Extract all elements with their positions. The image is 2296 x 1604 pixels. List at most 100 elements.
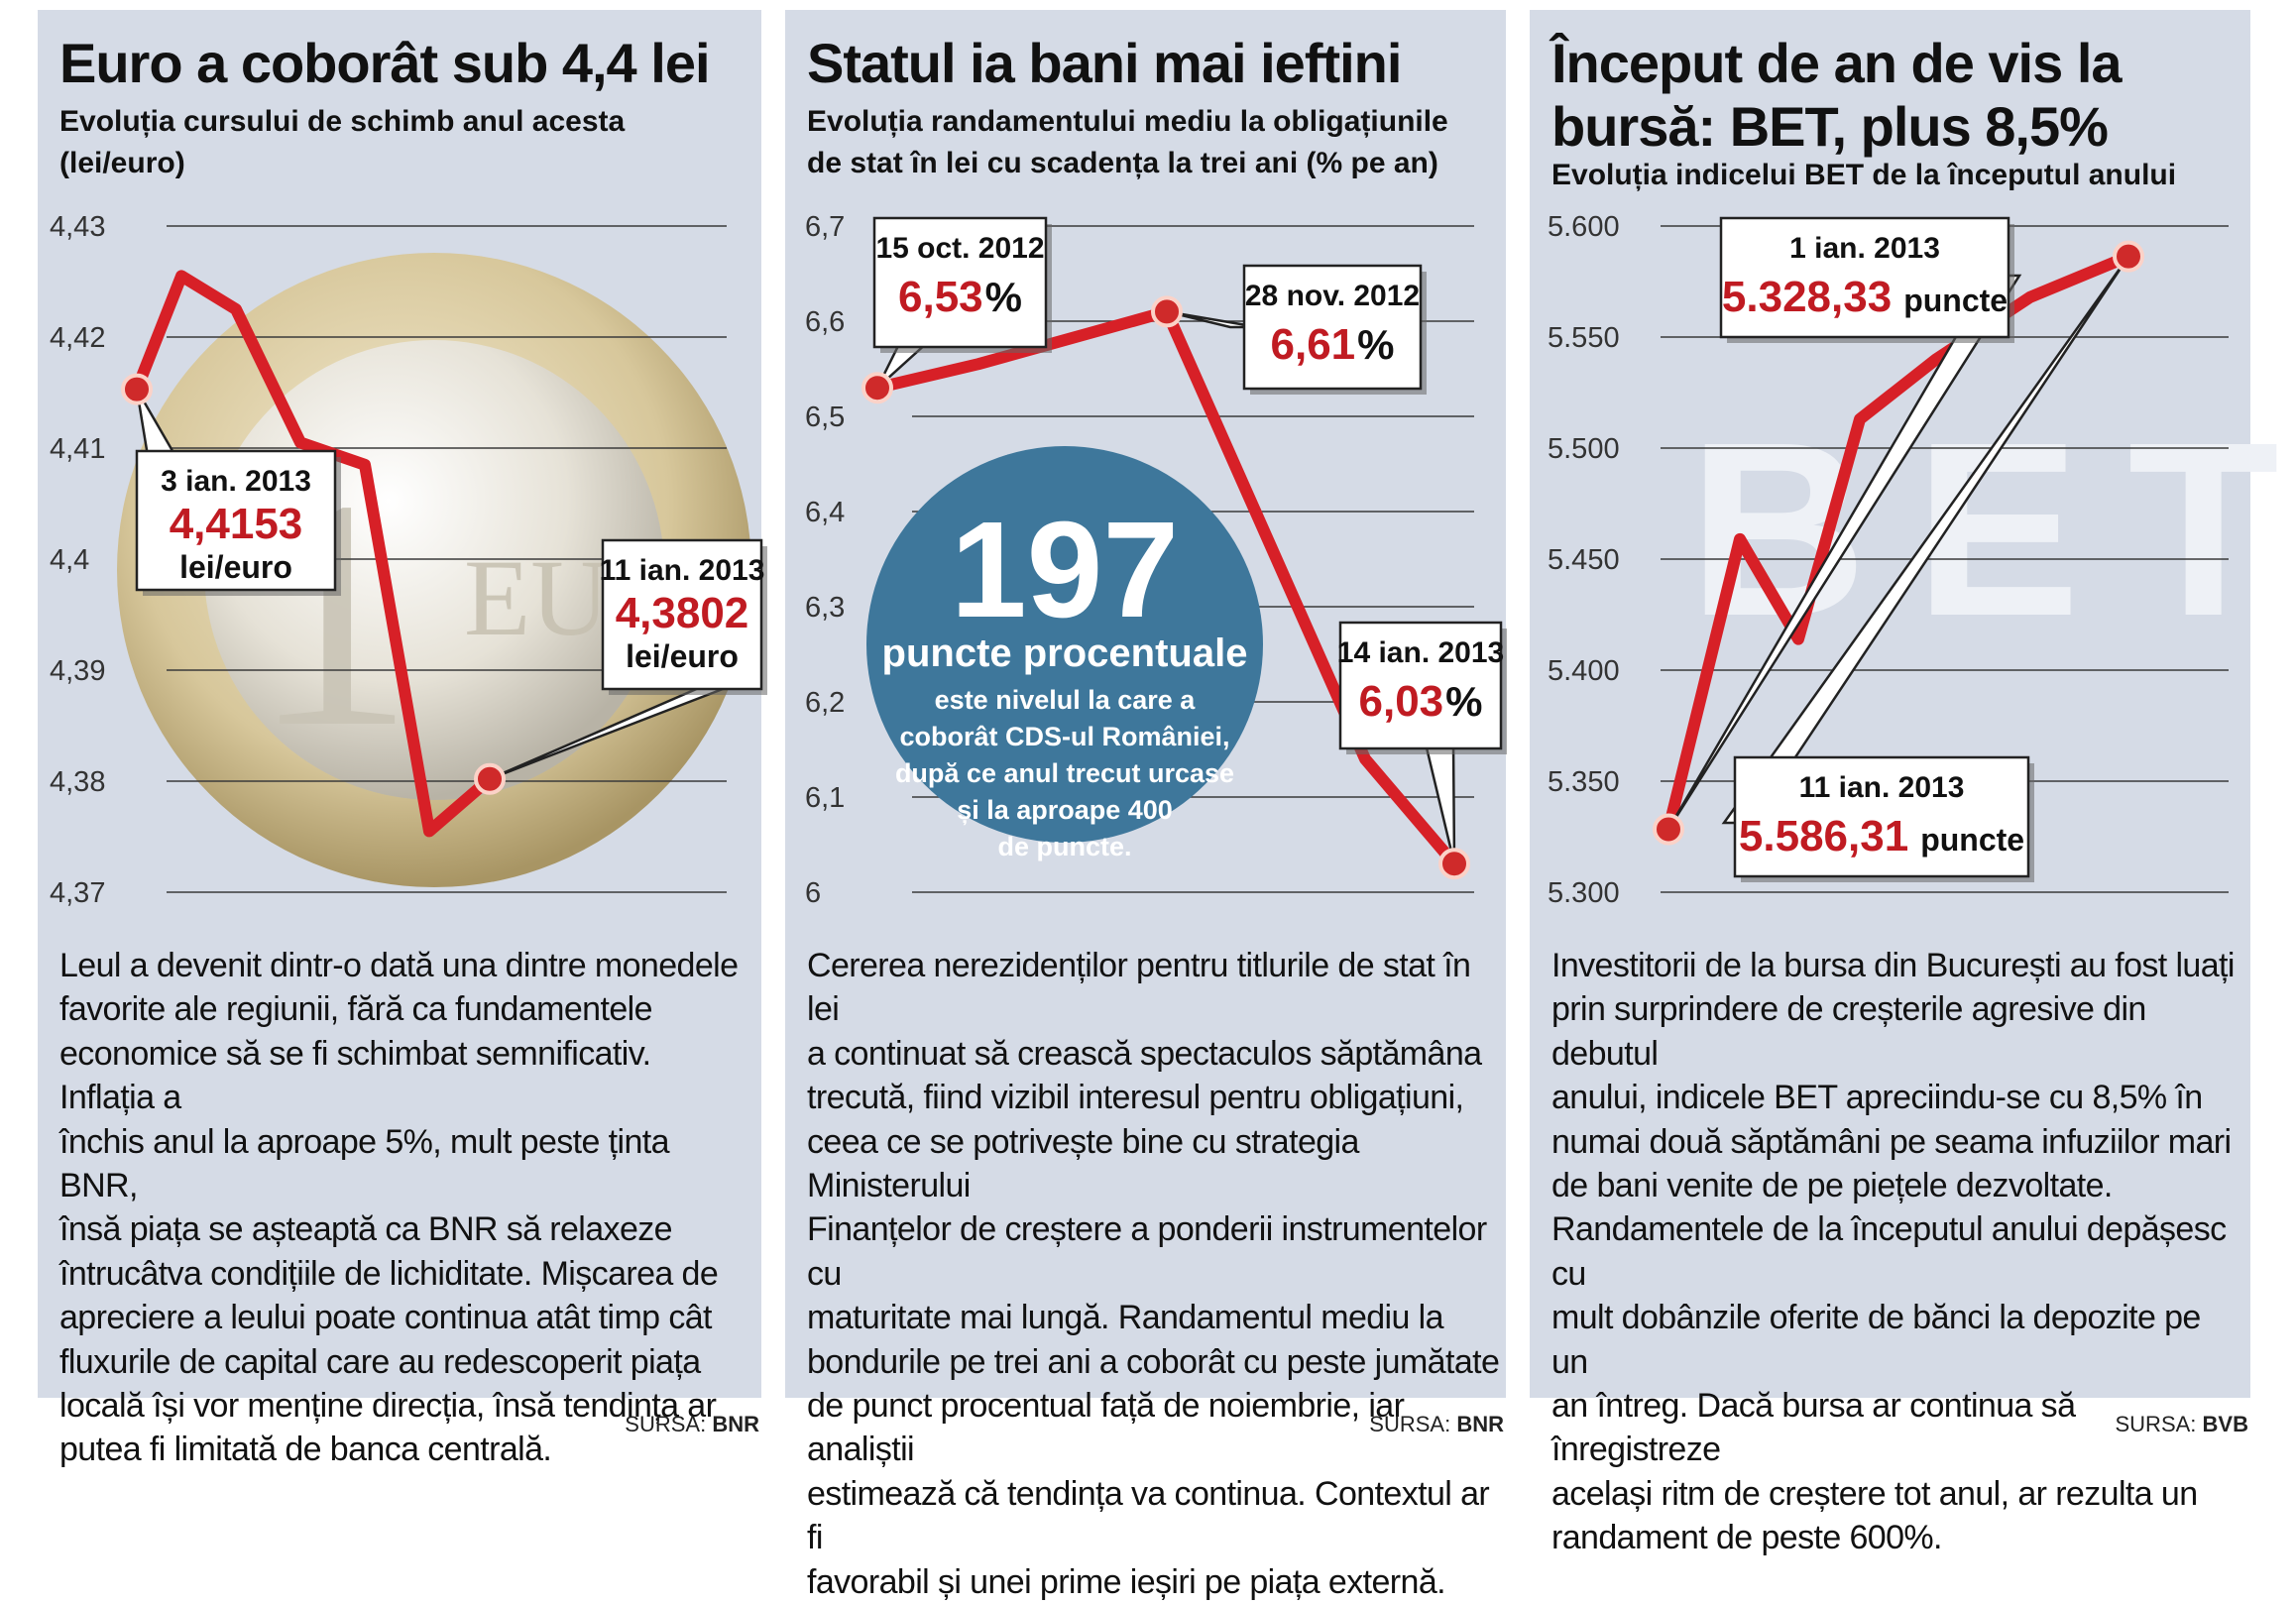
callout: 15 oct. 2012 6,53% bbox=[872, 216, 1052, 390]
callout-unit: % bbox=[1445, 678, 1482, 725]
text-line: maturitate mai lungă. Randamentul mediu … bbox=[807, 1299, 1444, 1337]
text-line: favorabil și unei prime ieșiri pe piața … bbox=[807, 1562, 1446, 1601]
circle-heading: puncte procentuale bbox=[882, 631, 1248, 675]
data-point bbox=[1438, 848, 1470, 880]
circle-line: coborât CDS-ul României, bbox=[899, 722, 1229, 751]
euro-chart: 1 EURO 4,434,424,414,44,394,384,37 3 ian… bbox=[50, 211, 767, 909]
y-tick-label: 5.350 bbox=[1548, 766, 1620, 798]
callout-unit: lei/euro bbox=[179, 549, 292, 585]
y-tick: 4,42 bbox=[50, 322, 727, 354]
y-tick: 5.400 bbox=[1548, 655, 2229, 687]
text-line: prin surprindere de creșterile agresive … bbox=[1551, 990, 2146, 1073]
callout-unit: % bbox=[1357, 321, 1394, 368]
title-line: Început de an de vis la bbox=[1551, 32, 2123, 94]
callout-box bbox=[1338, 621, 1503, 750]
text-line: randament de peste 600%. bbox=[1551, 1519, 1942, 1557]
source-credit: SURSA: BNR bbox=[1369, 1412, 1504, 1437]
y-tick-label: 4,39 bbox=[50, 655, 105, 687]
callout-box bbox=[135, 449, 337, 592]
callout-value: 6,53 bbox=[898, 273, 983, 321]
circle-line: este nivelul la care a bbox=[935, 685, 1197, 715]
callout: 14 ian. 2013 6,03% bbox=[1337, 621, 1507, 864]
data-point bbox=[861, 372, 893, 404]
panel-subtitle: Evoluția indicelui BET de la începutul a… bbox=[1551, 155, 2176, 196]
callout-date: 15 oct. 2012 bbox=[875, 232, 1044, 265]
callout-date: 3 ian. 2013 bbox=[161, 465, 311, 498]
text-line: favorite ale regiunii, fără ca fundament… bbox=[59, 990, 653, 1029]
callout-box bbox=[1719, 216, 2010, 339]
y-tick-label: 4,4 bbox=[50, 544, 89, 576]
y-tick-label: 5.300 bbox=[1548, 877, 1620, 909]
callout-box bbox=[1242, 264, 1423, 391]
y-axis-ticks: 5.600 5.550 5.500 5.450 5.400 5.350 5.300 bbox=[1548, 211, 2229, 909]
callout-value-line: 5.328,33 puncte bbox=[1722, 273, 2008, 321]
subtitle-line: de stat în lei cu scadența la trei ani (… bbox=[807, 147, 1438, 179]
text-line: anului, indicele BET apreciindu-se cu 8,… bbox=[1551, 1079, 2203, 1117]
data-point bbox=[121, 373, 153, 405]
source-credit: SURSA: BVB bbox=[2116, 1412, 2249, 1437]
circle-line: de puncte. bbox=[997, 832, 1131, 861]
callout-value: 6,03 bbox=[1359, 677, 1444, 726]
text-line: numai două săptămâni pe seama infuziilor… bbox=[1551, 1122, 2232, 1161]
y-tick-label: 6,4 bbox=[805, 497, 845, 528]
text-line: întrucâtva condițiile de lichiditate. Mi… bbox=[59, 1254, 719, 1293]
y-tick-label: 5.400 bbox=[1548, 655, 1620, 687]
text-line: Cererea nerezidenților pentru titlurile … bbox=[807, 947, 1471, 1029]
subtitle-line: Evoluția indicelui BET de la începutul a… bbox=[1551, 159, 2177, 191]
cds-info-circle: 197 puncte procentuale este nivelul la c… bbox=[866, 446, 1263, 861]
y-tick: 6,1 bbox=[805, 782, 1474, 814]
series-line bbox=[131, 270, 496, 838]
text-line: Finanțelor de creștere a ponderii instru… bbox=[807, 1210, 1487, 1293]
text-line: putea fi limitată de banca centrală. bbox=[59, 1431, 552, 1469]
y-tick: 4,38 bbox=[50, 766, 727, 798]
callout-date: 11 ian. 2013 bbox=[600, 554, 765, 587]
title-line: bursă: BET, plus 8,5% bbox=[1551, 95, 2109, 158]
circle-number: 197 bbox=[951, 494, 1179, 646]
panel-title: Statul ia bani mai ieftini bbox=[807, 32, 1402, 94]
callout-value: 6,61 bbox=[1271, 320, 1356, 369]
source-name: BNR bbox=[712, 1412, 759, 1436]
y-tick-label: 5.500 bbox=[1548, 433, 1620, 465]
y-tick: 4,37 bbox=[50, 877, 727, 909]
text-line: închis anul la aproape 5%, mult peste ți… bbox=[59, 1122, 670, 1205]
text-line: a continuat să crească spectaculos săptă… bbox=[807, 1034, 1482, 1073]
source-label: SURSA: bbox=[1369, 1412, 1451, 1436]
source-name: BNR bbox=[1456, 1412, 1504, 1436]
panel-bet: BET 5.600 5.550 5.500 5.450 5.400 5.350 5.300 … bbox=[1530, 10, 2279, 1556]
text-line: de punct procentual față de noiembrie, i… bbox=[807, 1387, 1405, 1469]
y-tick: 4,43 bbox=[50, 211, 727, 243]
panel-subtitle: Evoluția cursului de schimb anul acesta … bbox=[59, 101, 625, 184]
y-tick-label: 6,6 bbox=[805, 306, 845, 338]
panel-bonds: 6,7 6,6 6,5 6,4 6,3 6,2 6,1 6 197 puncte procen… bbox=[785, 10, 1507, 1601]
text-line: însă piața se așteaptă ca BNR să relaxez… bbox=[59, 1210, 673, 1249]
data-point bbox=[474, 762, 506, 795]
text-line: de bani venite de pe piețele dezvoltate. bbox=[1551, 1167, 2113, 1205]
callout-unit: % bbox=[985, 274, 1022, 320]
callout-box bbox=[872, 216, 1048, 349]
callout-box bbox=[601, 538, 763, 691]
y-tick: 5.500 bbox=[1548, 433, 2229, 465]
callout-value: 5.586,31 bbox=[1739, 812, 1908, 860]
text-line: trecută, fiind vizibil interesul pentru … bbox=[807, 1079, 1464, 1117]
text-line: mult dobânzile oferite de bănci la depoz… bbox=[1551, 1299, 2201, 1381]
panel-title: Început de an de vis la bursă: BET, plus… bbox=[1551, 32, 2123, 159]
text-line: bondurile pe trei ani a coborât cu peste… bbox=[807, 1342, 1500, 1381]
data-point bbox=[2113, 240, 2144, 273]
text-line: an întreg. Dacă bursa ar continua să înr… bbox=[1551, 1387, 2076, 1469]
bonds-chart: 6,7 6,6 6,5 6,4 6,3 6,2 6,1 6 197 puncte procen… bbox=[805, 211, 1507, 909]
article-text: Investitorii de la bursa din București a… bbox=[1551, 944, 2245, 1560]
panel-title: Euro a coborât sub 4,4 lei bbox=[59, 32, 711, 94]
text-line: Randamentele de la începutul anului depă… bbox=[1551, 1210, 2227, 1293]
y-tick-label: 6,1 bbox=[805, 782, 845, 814]
text-line: Investitorii de la bursa din București a… bbox=[1551, 947, 2235, 984]
subtitle-line: Evoluția randamentului mediu la obligați… bbox=[807, 105, 1448, 138]
source-credit: SURSA: BNR bbox=[625, 1412, 759, 1437]
callout: 11 ian. 2013 5.586,31 puncte bbox=[1721, 255, 2130, 882]
circle-line: după ce anul trecut urcase bbox=[895, 758, 1234, 788]
callout-box bbox=[1733, 755, 2030, 878]
y-tick-label: 4,37 bbox=[50, 877, 105, 909]
y-tick: 4,41 bbox=[50, 433, 727, 465]
